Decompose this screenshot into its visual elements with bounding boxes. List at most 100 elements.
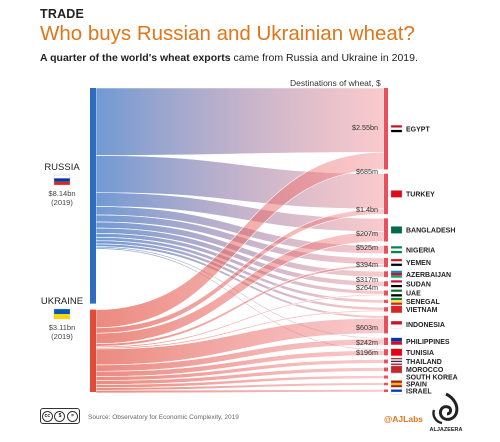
flag-ukraine-icon	[53, 308, 71, 320]
dest-node-indonesia	[384, 315, 388, 334]
dest-label-vietnam: VIETNAM	[406, 307, 438, 314]
flow-ukraine-south-korea	[95, 375, 385, 388]
dest-label-thailand: THAILAND	[406, 359, 442, 366]
value-label-yemen-0: $264m	[356, 283, 378, 292]
flow-ukraine-israel	[95, 389, 385, 394]
flow-ukraine-tunisia	[95, 350, 385, 377]
dest-label-nigeria: NIGERIA	[406, 247, 435, 254]
flag-senegal-icon	[390, 297, 403, 306]
dest-label-yemen: YEMEN	[406, 260, 431, 267]
dest-label-turkey: TURKEY	[406, 192, 435, 199]
flag-vietnam-icon	[390, 305, 403, 314]
dest-label-morocco: MOROCCO	[406, 367, 444, 374]
dest-node-senegal	[384, 299, 388, 304]
dest-node-uae	[384, 290, 388, 296]
source-label-russia: RUSSIA	[44, 162, 80, 173]
dest-node-vietnam	[384, 307, 388, 312]
source-label-ukraine: UKRAINE	[41, 296, 83, 307]
dest-label-sudan: SUDAN	[406, 281, 431, 288]
dest-node-sudan	[384, 281, 388, 287]
value-label-turkey-1: $207m	[356, 229, 378, 238]
value-label-egypt-0: $2.55bn	[352, 123, 378, 132]
dest-label-uae: UAE	[406, 291, 421, 298]
dest-node-yemen	[384, 257, 388, 268]
value-label-tunisia-0: $196m	[356, 348, 378, 357]
flag-thailand-icon	[390, 357, 403, 366]
source-value-russia: $8.14bn	[48, 189, 75, 198]
flag-indonesia-icon	[390, 320, 403, 329]
subtitle-bold: A quarter of the world's wheat exports	[40, 52, 231, 64]
source-value-ukraine: $3.11bn	[49, 323, 76, 332]
subtitle-rest: came from Russia and Ukraine in 2019.	[230, 52, 418, 64]
value-label-turkey-0: $1.4bn	[356, 205, 378, 214]
flag-uae-icon	[390, 289, 403, 297]
value-label-bangladesh-0: $525m	[356, 243, 378, 252]
flow-ukraine-thailand	[95, 359, 385, 381]
dest-label-egypt: EGYPT	[406, 126, 430, 133]
dest-label-tunisia: TUNISIA	[406, 350, 434, 357]
value-label-bangladesh-1: $394m	[356, 260, 378, 269]
destinations-column-label: Destinations of wheat, $	[290, 78, 381, 88]
flow-russia-egypt	[95, 87, 385, 156]
dest-label-israel: ISRAEL	[406, 388, 432, 395]
dest-label-senegal: SENEGAL	[406, 299, 441, 306]
dest-node-bangladesh	[384, 218, 388, 242]
sankey-nodes	[90, 88, 388, 392]
source-node-ukraine	[90, 309, 96, 392]
flow-ukraine-bangladesh	[95, 231, 385, 344]
aljazeera-logo-icon: ALJAZEERA	[429, 392, 463, 433]
value-label-egypt-1: $685m	[356, 167, 378, 176]
flow-russia-azerbaijan	[95, 221, 385, 278]
flag-yemen-icon	[390, 258, 403, 267]
dest-node-israel	[384, 389, 388, 392]
flow-ukraine-egypt	[95, 151, 385, 329]
chart-subtitle: A quarter of the world's wheat exports c…	[40, 52, 418, 64]
flow-ukraine-uae	[95, 293, 385, 348]
value-label-philippines-0: $242m	[356, 338, 378, 347]
flag-bangladesh-icon	[390, 226, 403, 234]
creative-commons-badge: cc $ =	[40, 408, 80, 424]
cc-icon: cc	[41, 410, 53, 422]
flag-israel-icon	[390, 387, 403, 395]
source-node-russia	[90, 88, 96, 304]
dest-node-morocco	[384, 367, 388, 372]
dest-label-spain: SPAIN	[406, 382, 427, 389]
flag-nigeria-icon	[390, 246, 403, 254]
dest-node-egypt	[384, 88, 388, 170]
nc-icon: $	[54, 410, 66, 422]
dest-label-philippines: PHILIPPINES	[406, 339, 450, 346]
sankey-links	[95, 87, 385, 394]
flag-philippines-icon	[390, 337, 403, 345]
dest-label-azerbaijan: AZERBAIJAN	[406, 272, 451, 279]
dest-label-indonesia: INDONESIA	[406, 322, 445, 329]
sankey-labels: EGYPT TURKEY BANGLADESH NIGERIA YEMEN AZERBAI…	[41, 123, 458, 395]
logo-wordmark: ALJAZEERA	[429, 427, 462, 433]
flag-morocco-icon	[390, 365, 403, 374]
source-year-russia: (2019)	[51, 198, 73, 207]
dest-node-spain	[384, 382, 388, 386]
flow-ukraine-spain	[95, 382, 385, 391]
nd-icon: =	[67, 410, 79, 422]
flag-egypt-icon	[390, 125, 403, 133]
flag-turkey-icon	[390, 190, 403, 198]
source-year-ukraine: (2019)	[51, 332, 73, 341]
dest-label-south-korea: SOUTH KOREA	[406, 375, 458, 382]
flag-spain-icon	[390, 380, 403, 388]
ajlabs-credit: @AJLabs	[384, 414, 423, 424]
value-label-indonesia-0: $603m	[356, 323, 378, 332]
flag-azerbaijan-icon	[390, 270, 403, 278]
flag-sudan-icon	[390, 280, 403, 288]
dest-node-azerbaijan	[384, 271, 388, 278]
source-note: Source: Observatory for Economic Complex…	[88, 414, 239, 421]
dest-node-south-korea	[384, 375, 388, 379]
flow-ukraine-turkey	[95, 208, 385, 334]
flow-ukraine-philippines	[95, 338, 385, 372]
flag-tunisia-icon	[390, 348, 403, 356]
flag-russia-icon	[53, 174, 71, 186]
chart-title: Who buys Russian and Ukrainian wheat?	[40, 22, 415, 45]
section-kicker: TRADE	[40, 7, 85, 21]
dest-node-thailand	[384, 359, 388, 364]
dest-node-philippines	[384, 337, 388, 345]
flag-south-korea-icon	[390, 373, 403, 381]
dest-label-bangladesh: BANGLADESH	[406, 228, 455, 235]
